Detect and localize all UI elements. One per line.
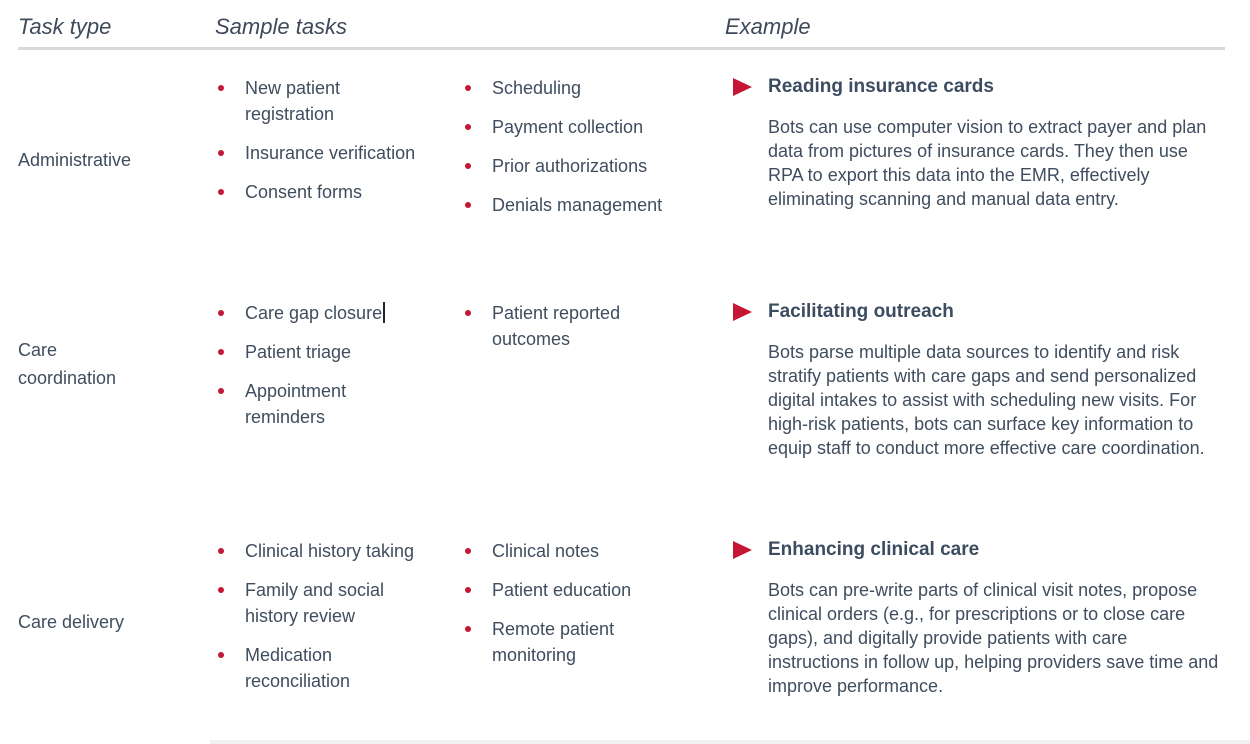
column-header-sample-tasks: Sample tasks (215, 14, 348, 39)
task-item: Clinical history taking (215, 538, 430, 564)
example-cell: Facilitating outreach Bots parse multipl… (725, 290, 1205, 520)
sample-tasks-col-b: Scheduling Payment collection Prior auth… (462, 60, 725, 290)
bullet-icon (465, 310, 471, 316)
bullet-icon (465, 587, 471, 593)
sample-tasks-col-b: Clinical notes Patient education Remote … (462, 520, 725, 744)
sample-tasks-col-a: New patient registration Insurance verif… (215, 60, 462, 290)
row-label-cell: Administrative (18, 60, 215, 290)
sample-tasks-col-a: Care gap closure Patient triage Appointm… (215, 290, 462, 520)
bullet-icon (218, 587, 224, 593)
example-title: Facilitating outreach (768, 301, 954, 322)
task-item: Patient reported outcomes (462, 300, 677, 352)
bullet-icon (465, 124, 471, 130)
task-item: Family and social history review (215, 577, 430, 629)
task-item: Clinical notes (462, 538, 677, 564)
task-item: Medication reconciliation (215, 642, 430, 694)
table-row-care-coordination: Care coordination Care gap closure Patie… (0, 290, 1250, 520)
task-item: Remote patient monitoring (462, 616, 677, 668)
bullet-icon (218, 349, 224, 355)
table-row-care-delivery: Care delivery Clinical history taking Fa… (0, 520, 1250, 744)
row-label-cell: Care coordination (18, 290, 215, 520)
task-item: Consent forms (215, 179, 430, 205)
task-item: Appointment reminders (215, 378, 430, 430)
task-item: New patient registration (215, 75, 430, 127)
task-item: Prior authorizations (462, 153, 677, 179)
bullet-icon (465, 85, 471, 91)
bullet-icon (218, 548, 224, 554)
task-item: Patient education (462, 577, 677, 603)
bullet-icon (218, 189, 224, 195)
example-cell: Reading insurance cards Bots can use com… (725, 60, 1206, 290)
column-header-spacer (462, 0, 725, 60)
text-cursor (383, 302, 386, 323)
sample-tasks-col-a: Clinical history taking Family and socia… (215, 520, 462, 744)
example-title: Enhancing clinical care (768, 539, 980, 560)
column-header-task-type: Task type (18, 14, 112, 39)
row-label: Care coordination (18, 340, 117, 388)
bullet-icon (218, 85, 224, 91)
table-header: Task type Sample tasks Example (0, 0, 1250, 60)
task-item: Scheduling (462, 75, 677, 101)
arrow-icon (733, 78, 752, 96)
task-item[interactable]: Care gap closure (215, 300, 430, 326)
header-divider (18, 47, 1225, 50)
example-title: Reading insurance cards (768, 76, 994, 97)
bottom-divider (210, 740, 1250, 744)
column-header-example: Example (725, 14, 811, 39)
example-body: Bots can pre-write parts of clinical vis… (768, 580, 1219, 696)
example-body: Bots can use computer vision to extract … (768, 117, 1207, 209)
example-body: Bots parse multiple data sources to iden… (768, 342, 1205, 458)
example-cell: Enhancing clinical care Bots can pre-wri… (725, 520, 1218, 744)
sample-tasks-col-b: Patient reported outcomes (462, 290, 725, 520)
bullet-icon (218, 310, 224, 316)
task-item: Insurance verification (215, 140, 430, 166)
task-item: Denials management (462, 192, 677, 218)
table-row-administrative: Administrative New patient registration … (0, 60, 1250, 290)
bullet-icon (218, 652, 224, 658)
row-label: Care delivery (18, 612, 125, 632)
row-label-cell: Care delivery (18, 520, 215, 744)
bullet-icon (465, 548, 471, 554)
bullet-icon (218, 388, 224, 394)
bullet-icon (465, 163, 471, 169)
bullet-icon (465, 626, 471, 632)
bullet-icon (218, 150, 224, 156)
task-item: Payment collection (462, 114, 677, 140)
arrow-icon (733, 303, 752, 321)
task-item: Patient triage (215, 339, 430, 365)
row-label: Administrative (18, 150, 132, 170)
bullet-icon (465, 202, 471, 208)
arrow-icon (733, 541, 752, 559)
